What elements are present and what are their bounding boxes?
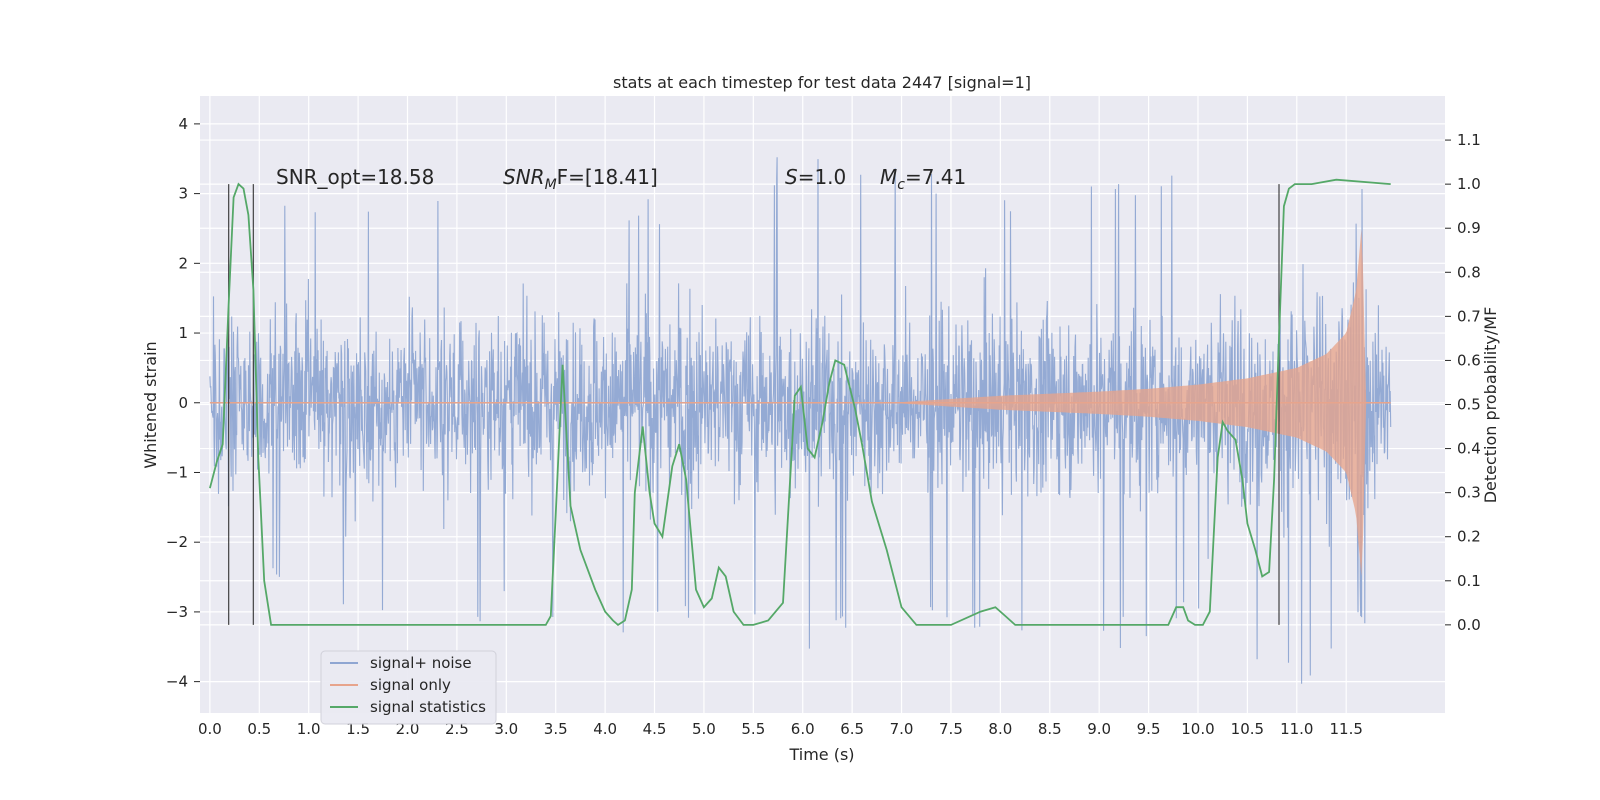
x-tick-label: 8.5 xyxy=(1038,720,1062,738)
annotation-mc-sub: c xyxy=(897,177,905,193)
x-tick-label: 7.5 xyxy=(939,720,963,738)
y-axis-right-label: Detection probability/MF xyxy=(1481,307,1500,504)
y-right-tick-label: 0.8 xyxy=(1457,263,1481,281)
signal-noise-line xyxy=(209,157,1392,684)
x-tick-label: 3.5 xyxy=(544,720,568,738)
x-tick-label: 1.0 xyxy=(297,720,321,738)
signal-noise-series xyxy=(209,157,1392,684)
x-tick-label: 8.0 xyxy=(988,720,1012,738)
y-right-tick-label: 1.1 xyxy=(1457,131,1481,149)
y-tick-label: 0 xyxy=(178,394,188,412)
y-right-tick-label: 0.7 xyxy=(1457,307,1481,325)
y-tick-label: 3 xyxy=(178,185,188,203)
legend-box xyxy=(320,650,497,725)
signal-statistics-line xyxy=(209,178,1391,627)
x-tick-label: 0.5 xyxy=(247,720,271,738)
y-right-tick-label: 0.4 xyxy=(1457,440,1481,458)
x-tick-label: 11.0 xyxy=(1280,720,1313,738)
y-tick-label: −1 xyxy=(166,463,188,481)
y-axis-label: Whitened strain xyxy=(141,341,160,468)
y-right-tick-label: 0.6 xyxy=(1457,351,1481,369)
legend: signal+ noise signal only signal statist… xyxy=(320,650,497,725)
x-tick-label: 6.5 xyxy=(840,720,864,738)
annotation-s-rest: =1.0 xyxy=(798,165,847,189)
y-right-tick-label: 0.3 xyxy=(1457,484,1481,502)
x-tick-label: 5.0 xyxy=(692,720,716,738)
legend-label-signal-only: signal only xyxy=(370,676,451,694)
annotation-mc-base: M xyxy=(880,165,897,189)
legend-label-signal-noise: signal+ noise xyxy=(370,654,472,672)
y-tick-label: −4 xyxy=(166,673,188,691)
y-right-tick-label: 1.0 xyxy=(1457,175,1481,193)
x-tick-label: 3.0 xyxy=(494,720,518,738)
y-tick-label: −2 xyxy=(166,533,188,551)
annotation-snr-mf-base: SNR xyxy=(503,165,545,189)
x-axis-label: Time (s) xyxy=(788,745,854,764)
y-tick-label: 4 xyxy=(178,115,188,133)
y-right-tick-label: 0.1 xyxy=(1457,572,1481,590)
annotation-snr-mf-rest: F=[18.41] xyxy=(557,165,658,189)
y-tick-label: −3 xyxy=(166,603,188,621)
annotation-s: S=1.0 xyxy=(785,165,846,189)
annotation-snr-mf: SNRMF=[18.41] xyxy=(503,165,658,193)
legend-label-signal-statistics: signal statistics xyxy=(370,698,486,716)
x-tick-label: 0.0 xyxy=(198,720,222,738)
x-tick-label: 9.5 xyxy=(1137,720,1161,738)
x-tick-label: 10.5 xyxy=(1231,720,1264,738)
annotation-mc: Mc=7.41 xyxy=(880,165,966,193)
y-right-tick-label: 0.9 xyxy=(1457,219,1481,237)
x-tick-label: 6.0 xyxy=(791,720,815,738)
x-tick-label: 5.5 xyxy=(741,720,765,738)
y-tick-label: 2 xyxy=(178,254,188,272)
signal-only-series xyxy=(209,229,1391,576)
y-right-tick-label: 0.0 xyxy=(1457,616,1481,634)
x-tick-label: 4.0 xyxy=(593,720,617,738)
y-tick-label: 1 xyxy=(178,324,188,342)
x-tick-label: 7.0 xyxy=(890,720,914,738)
x-tick-label: 9.0 xyxy=(1087,720,1111,738)
x-tick-label: 4.5 xyxy=(643,720,667,738)
y-right-tick-label: 0.5 xyxy=(1457,396,1481,414)
annotation-snr-opt: SNR_opt=18.58 xyxy=(276,165,434,189)
chart-title: stats at each timestep for test data 244… xyxy=(613,73,1031,92)
annotation-snr-mf-sub: M xyxy=(545,177,557,193)
annotation-s-base: S xyxy=(785,165,798,189)
x-tick-label: 10.0 xyxy=(1181,720,1214,738)
x-tick-label: 11.5 xyxy=(1329,720,1362,738)
annotation-mc-rest: =7.41 xyxy=(905,165,966,189)
y-right-tick-label: 0.2 xyxy=(1457,528,1481,546)
